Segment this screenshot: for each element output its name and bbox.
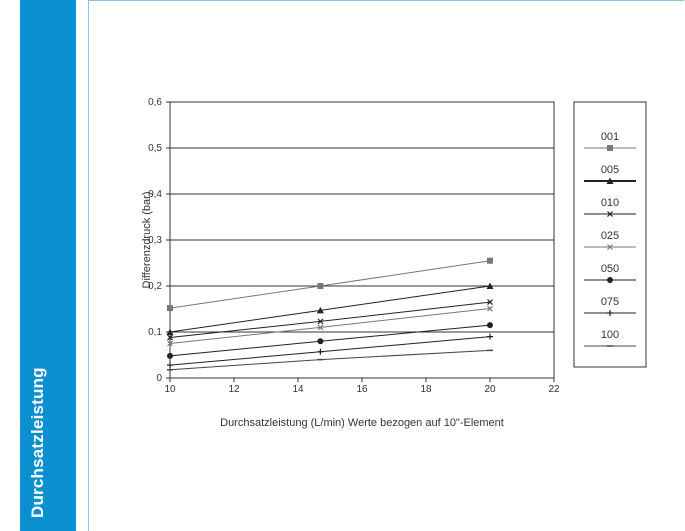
data-point bbox=[167, 352, 173, 359]
series-line bbox=[169, 349, 491, 371]
y-tick-label: 0,6 bbox=[148, 97, 162, 108]
series-025 bbox=[167, 305, 493, 347]
series-group bbox=[166, 257, 494, 371]
x-tick-label: 14 bbox=[292, 384, 304, 395]
y-axis-label: Differenzdruck (bar) bbox=[141, 192, 153, 289]
data-point bbox=[487, 299, 493, 306]
x-axis-label: Durchsatzleistung (L/min) Werte bezogen … bbox=[220, 417, 504, 429]
y-tick-label: 0 bbox=[156, 373, 162, 384]
content-frame bbox=[88, 0, 684, 531]
y-tick-label: 0,3 bbox=[148, 235, 162, 246]
legend-label: 100 bbox=[601, 329, 619, 341]
legend-box bbox=[573, 101, 647, 368]
legend-label: 005 bbox=[601, 164, 619, 176]
data-point bbox=[607, 277, 613, 283]
series-010 bbox=[167, 299, 493, 341]
series-001 bbox=[167, 257, 493, 312]
series-line bbox=[169, 285, 491, 333]
data-point bbox=[607, 211, 613, 217]
data-point bbox=[487, 305, 493, 312]
legend-label: 025 bbox=[601, 230, 619, 242]
data-point bbox=[317, 348, 324, 355]
x-tick-label: 12 bbox=[228, 384, 240, 395]
legend-label: 050 bbox=[601, 263, 619, 275]
data-point bbox=[487, 257, 493, 264]
y-tick-label: 0,1 bbox=[148, 327, 162, 338]
legend: 001 005 010 025 050 075 100 bbox=[584, 131, 636, 347]
legend-item-010: 010 bbox=[584, 197, 636, 217]
data-point bbox=[317, 318, 324, 325]
series-line bbox=[169, 308, 491, 344]
data-point bbox=[316, 306, 324, 314]
x-tick-label: 18 bbox=[420, 384, 432, 395]
legend-item-075: 075 bbox=[584, 296, 636, 316]
series-005 bbox=[166, 282, 494, 335]
legend-label: 075 bbox=[601, 296, 619, 308]
x-ticks: 10 12 14 16 18 20 22 bbox=[164, 378, 560, 395]
y-ticks: 0 0,1 0,2 0,3 0,4 0,5 0,6 bbox=[148, 97, 170, 384]
x-tick-label: 10 bbox=[164, 384, 176, 395]
legend-item-025: 025 bbox=[584, 230, 636, 250]
data-point bbox=[607, 244, 613, 250]
data-point bbox=[607, 145, 613, 151]
data-point bbox=[317, 338, 324, 345]
y-tick-label: 0,4 bbox=[148, 189, 162, 200]
legend-item-005: 005 bbox=[584, 164, 636, 184]
series-050 bbox=[167, 322, 493, 359]
data-point bbox=[487, 322, 493, 329]
data-point bbox=[317, 283, 324, 289]
legend-item-001: 001 bbox=[584, 131, 636, 151]
series-075 bbox=[167, 333, 493, 369]
data-point bbox=[167, 340, 173, 347]
legend-label: 010 bbox=[601, 197, 619, 209]
y-tick-label: 0,2 bbox=[148, 281, 162, 292]
legend-label: 001 bbox=[601, 131, 619, 143]
legend-item-100: 100 bbox=[584, 329, 636, 347]
series-100 bbox=[167, 349, 493, 371]
data-point bbox=[167, 334, 173, 341]
data-point bbox=[607, 310, 613, 316]
data-point bbox=[486, 282, 494, 289]
legend-item-050: 050 bbox=[584, 263, 636, 283]
x-tick-label: 22 bbox=[548, 384, 560, 395]
data-point bbox=[317, 324, 324, 331]
x-tick-label: 20 bbox=[484, 384, 496, 395]
side-tab bbox=[20, 0, 76, 531]
data-point bbox=[167, 305, 173, 312]
series-line bbox=[169, 260, 491, 309]
y-tick-label: 0,5 bbox=[148, 143, 162, 154]
data-point bbox=[606, 177, 614, 184]
x-tick-label: 16 bbox=[356, 384, 368, 395]
data-point bbox=[167, 362, 173, 369]
data-point bbox=[487, 333, 493, 340]
